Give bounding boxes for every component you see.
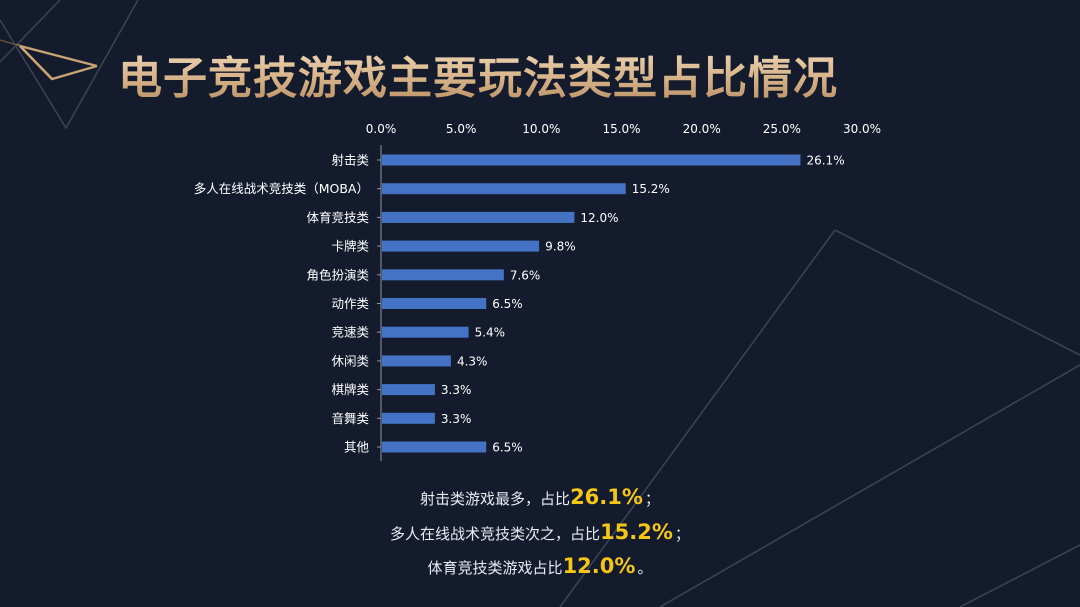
bar (382, 441, 487, 453)
value-label: 15.2% (632, 182, 670, 196)
bar (382, 269, 504, 281)
page-title: 电子竞技游戏主要玩法类型占比情况 (118, 42, 838, 106)
x-axis-ticks: 0.0% 5.0% 10.0% 15.0% 20.0% 25.0% 30.0% (366, 122, 881, 136)
category-label: 角色扮演类 (306, 267, 369, 282)
summary-highlight-value: 15.2% (600, 520, 673, 544)
x-tick-label: 5.0% (446, 122, 477, 136)
summary-line-2: 多人在线战术竞技类次之，占比15.2%； (0, 520, 1080, 544)
x-tick-label: 0.0% (366, 122, 397, 136)
bar (382, 298, 487, 309)
category-label: 音舞类 (331, 411, 369, 426)
summary-highlight-value: 12.0% (562, 554, 636, 578)
bar (382, 240, 540, 252)
summary-line-1: 射击类游戏最多，占比26.1%； (0, 485, 1080, 509)
value-label: 6.5% (492, 297, 523, 311)
category-label: 休闲类 (331, 353, 369, 368)
bar (382, 384, 435, 396)
value-label: 6.5% (492, 441, 523, 455)
x-tick-label: 15.0% (602, 122, 640, 136)
bar (382, 183, 626, 195)
summary-punct: ； (674, 525, 690, 543)
value-label: 4.3% (457, 354, 488, 368)
y-axis (377, 145, 382, 461)
bar (382, 355, 451, 367)
category-label: 多人在线战术竞技类（MOBA） (194, 181, 369, 196)
summary-text: 多人在线战术竞技类次之，占比 (390, 525, 601, 543)
value-label: 7.6% (510, 268, 541, 282)
x-tick-label: 25.0% (763, 122, 801, 136)
x-tick-label: 10.0% (522, 122, 560, 136)
category-label: 动作类 (331, 296, 369, 311)
bar (382, 326, 469, 338)
category-label: 棋牌类 (331, 382, 369, 397)
bar (382, 154, 801, 166)
category-label: 其他 (344, 440, 370, 455)
value-label: 9.8% (545, 240, 576, 254)
category-label: 卡牌类 (331, 239, 369, 254)
value-label: 5.4% (475, 326, 506, 340)
summary-text: 射击类游戏最多，占比 (420, 490, 571, 508)
value-label: 3.3% (441, 412, 472, 426)
category-label: 竞速类 (331, 325, 369, 340)
summary-text: 体育竞技类游戏占比 (427, 559, 563, 577)
bars (382, 154, 801, 453)
summary-line-3: 体育竞技类游戏占比12.0%。 (0, 554, 1080, 578)
bar (382, 412, 435, 424)
value-label: 3.3% (441, 383, 472, 397)
value-label: 12.0% (580, 211, 618, 225)
summary-punct: 。 (637, 559, 653, 577)
category-label: 体育竞技类 (306, 210, 369, 225)
bar (382, 211, 575, 223)
category-label: 射击类 (331, 153, 369, 168)
value-label: 26.1% (806, 154, 844, 168)
value-labels: 26.1% 15.2% 12.0% 9.8% 7.6% 6.5% 5.4% 4.3% 3.3% 3… (441, 154, 845, 455)
summary-highlight-value: 26.1% (570, 485, 643, 509)
x-tick-label: 30.0% (843, 122, 881, 136)
summary-punct: ； (644, 490, 660, 508)
x-tick-label: 20.0% (683, 122, 721, 136)
